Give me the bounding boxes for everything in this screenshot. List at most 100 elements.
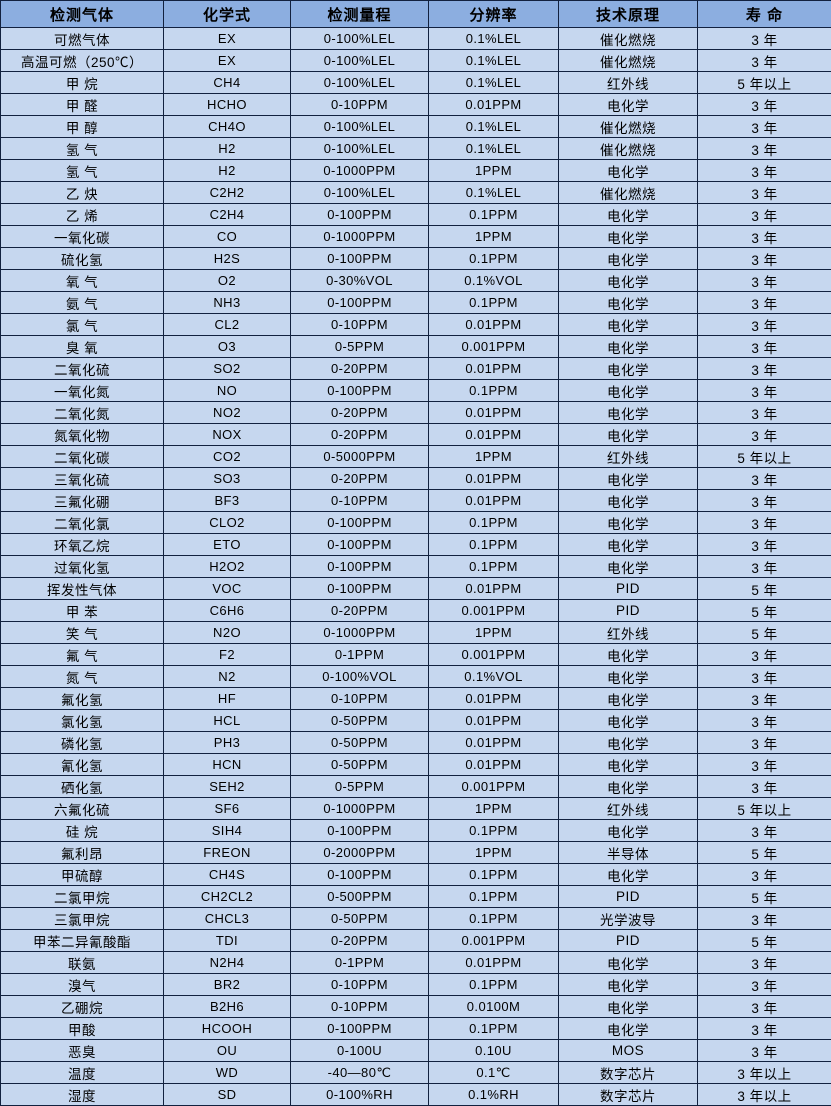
cell-range: 0-100%LEL: [291, 182, 429, 204]
cell-formula: F2: [164, 644, 291, 666]
cell-formula: CH2CL2: [164, 886, 291, 908]
cell-range: 0-2000PPM: [291, 842, 429, 864]
cell-resolution: 0.01PPM: [429, 490, 559, 512]
cell-range: 0-1PPM: [291, 952, 429, 974]
column-header-range: 检测量程: [291, 1, 429, 28]
cell-lifetime: 3 年: [698, 204, 831, 226]
cell-range: 0-1000PPM: [291, 622, 429, 644]
cell-range: 0-50PPM: [291, 710, 429, 732]
cell-lifetime: 3 年: [698, 908, 831, 930]
cell-range: 0-100%RH: [291, 1084, 429, 1106]
cell-range: 0-500PPM: [291, 886, 429, 908]
cell-gas: 三氟化硼: [1, 490, 164, 512]
cell-gas: 硒化氢: [1, 776, 164, 798]
cell-principle: 电化学: [559, 556, 698, 578]
cell-range: 0-1PPM: [291, 644, 429, 666]
cell-lifetime: 3 年: [698, 820, 831, 842]
cell-range: 0-100U: [291, 1040, 429, 1062]
cell-formula: HCOOH: [164, 1018, 291, 1040]
cell-resolution: 0.1PPM: [429, 380, 559, 402]
cell-resolution: 1PPM: [429, 622, 559, 644]
cell-principle: 电化学: [559, 534, 698, 556]
cell-principle: PID: [559, 600, 698, 622]
cell-resolution: 0.001PPM: [429, 930, 559, 952]
cell-formula: EX: [164, 28, 291, 50]
cell-lifetime: 3 年: [698, 358, 831, 380]
cell-principle: 电化学: [559, 160, 698, 182]
cell-gas: 甲苯二异氰酸酯: [1, 930, 164, 952]
cell-principle: 半导体: [559, 842, 698, 864]
cell-lifetime: 3 年: [698, 50, 831, 72]
cell-formula: CO2: [164, 446, 291, 468]
cell-gas: 氰化氢: [1, 754, 164, 776]
cell-range: 0-10PPM: [291, 688, 429, 710]
cell-lifetime: 3 年: [698, 732, 831, 754]
column-header-gas: 检测气体: [1, 1, 164, 28]
cell-gas: 可燃气体: [1, 28, 164, 50]
cell-lifetime: 3 年以上: [698, 1062, 831, 1084]
cell-formula: PH3: [164, 732, 291, 754]
cell-resolution: 1PPM: [429, 446, 559, 468]
cell-formula: SO2: [164, 358, 291, 380]
cell-range: 0-100%LEL: [291, 50, 429, 72]
cell-lifetime: 5 年: [698, 842, 831, 864]
cell-principle: 催化燃烧: [559, 50, 698, 72]
cell-resolution: 0.01PPM: [429, 952, 559, 974]
cell-range: 0-5000PPM: [291, 446, 429, 468]
cell-formula: OU: [164, 1040, 291, 1062]
cell-lifetime: 3 年: [698, 710, 831, 732]
cell-lifetime: 3 年: [698, 314, 831, 336]
cell-resolution: 0.1PPM: [429, 534, 559, 556]
cell-lifetime: 3 年: [698, 380, 831, 402]
cell-formula: NO2: [164, 402, 291, 424]
cell-principle: 电化学: [559, 710, 698, 732]
cell-range: 0-10PPM: [291, 94, 429, 116]
cell-lifetime: 3 年: [698, 1018, 831, 1040]
cell-range: 0-100PPM: [291, 512, 429, 534]
cell-formula: O3: [164, 336, 291, 358]
cell-formula: N2: [164, 666, 291, 688]
cell-principle: 电化学: [559, 820, 698, 842]
cell-lifetime: 3 年: [698, 292, 831, 314]
cell-formula: C6H6: [164, 600, 291, 622]
cell-gas: 甲 醛: [1, 94, 164, 116]
cell-formula: H2: [164, 160, 291, 182]
cell-resolution: 0.001PPM: [429, 336, 559, 358]
cell-principle: 电化学: [559, 424, 698, 446]
cell-resolution: 0.001PPM: [429, 600, 559, 622]
cell-lifetime: 3 年: [698, 556, 831, 578]
cell-formula: HCN: [164, 754, 291, 776]
cell-formula: CH4: [164, 72, 291, 94]
cell-resolution: 0.01PPM: [429, 578, 559, 600]
cell-range: 0-100%LEL: [291, 138, 429, 160]
cell-principle: 电化学: [559, 380, 698, 402]
cell-principle: 电化学: [559, 666, 698, 688]
cell-gas: 氯化氢: [1, 710, 164, 732]
cell-range: 0-20PPM: [291, 600, 429, 622]
cell-gas: 臭 氧: [1, 336, 164, 358]
cell-resolution: 0.1PPM: [429, 886, 559, 908]
cell-principle: 红外线: [559, 72, 698, 94]
cell-resolution: 1PPM: [429, 798, 559, 820]
cell-resolution: 0.1PPM: [429, 248, 559, 270]
cell-lifetime: 3 年: [698, 424, 831, 446]
cell-formula: ETO: [164, 534, 291, 556]
cell-formula: SEH2: [164, 776, 291, 798]
cell-principle: 电化学: [559, 248, 698, 270]
cell-principle: 电化学: [559, 952, 698, 974]
